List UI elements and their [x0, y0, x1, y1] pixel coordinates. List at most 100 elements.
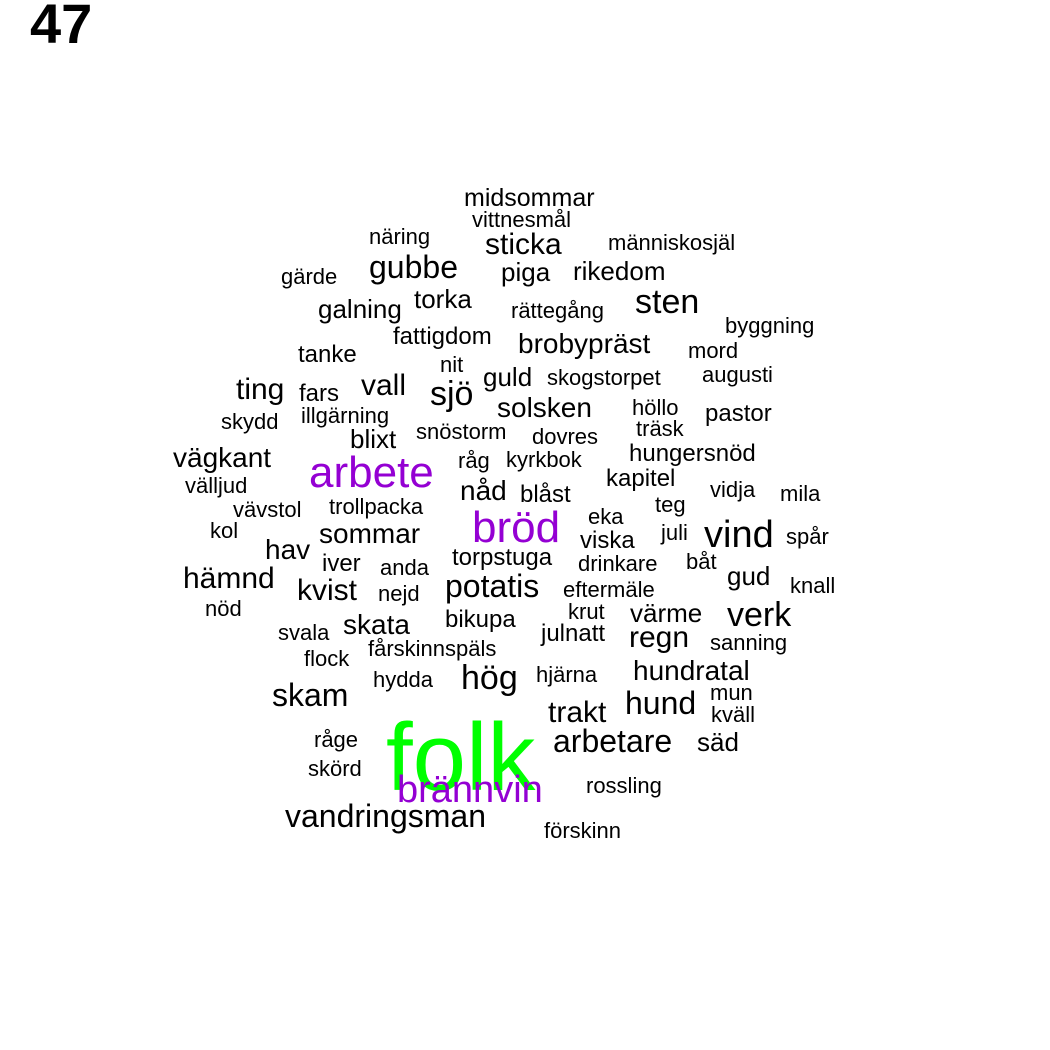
- cloud-word: kyrkbok: [506, 447, 583, 472]
- cloud-word: midsommar: [464, 184, 595, 212]
- cloud-word: gubbe: [369, 249, 458, 285]
- cloud-word: tanke: [298, 341, 357, 368]
- cloud-word: regn: [629, 621, 689, 654]
- cloud-word: nåd: [460, 475, 507, 506]
- cloud-word: mord: [688, 338, 738, 363]
- cloud-word: skydd: [221, 409, 278, 434]
- cloud-word: torpstuga: [452, 544, 553, 571]
- cloud-word: augusti: [702, 362, 773, 387]
- cloud-word: skam: [272, 677, 348, 713]
- cloud-word: kvist: [297, 574, 358, 607]
- cloud-word: rikedom: [573, 256, 665, 286]
- cloud-word: bröd: [472, 503, 560, 552]
- cloud-word: säd: [697, 727, 739, 757]
- cloud-word: råg: [458, 448, 490, 473]
- cloud-word: illgärning: [301, 403, 389, 428]
- cloud-word: vandringsman: [285, 798, 486, 834]
- cloud-word: kol: [210, 518, 238, 543]
- cloud-word: ting: [236, 373, 284, 406]
- cloud-word: välljud: [185, 473, 247, 498]
- cloud-word: båt: [686, 549, 717, 574]
- cloud-word: byggning: [725, 313, 814, 338]
- cloud-word: snöstorm: [416, 419, 506, 444]
- cloud-word: hjärna: [536, 662, 598, 687]
- cloud-word: vind: [704, 514, 774, 556]
- cloud-word: flock: [304, 646, 350, 671]
- cloud-word: skata: [343, 609, 410, 640]
- cloud-word: trollpacka: [329, 494, 424, 519]
- cloud-word: vidja: [710, 477, 756, 502]
- cloud-word: juli: [660, 520, 688, 545]
- cloud-word: krut: [568, 599, 605, 624]
- cloud-word: sommar: [319, 518, 420, 549]
- cloud-word: pastor: [705, 400, 772, 427]
- cloud-word: blåst: [520, 481, 571, 508]
- cloud-word: mun: [710, 680, 753, 705]
- cloud-word: hund: [625, 685, 696, 721]
- cloud-word: viska: [580, 527, 635, 554]
- cloud-word: verk: [727, 596, 792, 634]
- cloud-word: hydda: [373, 667, 434, 692]
- cloud-word: folk: [386, 704, 536, 811]
- cloud-word: fårskinnspäls: [368, 636, 496, 661]
- cloud-word: brännvin: [397, 769, 543, 811]
- cloud-word: hämnd: [183, 562, 275, 595]
- cloud-word: arbete: [309, 448, 434, 497]
- cloud-word: vall: [361, 369, 406, 402]
- cloud-word: hög: [461, 659, 518, 697]
- cloud-word: spår: [786, 524, 829, 549]
- cloud-word: nejd: [378, 581, 420, 606]
- cloud-word: bikupa: [445, 606, 516, 633]
- cloud-word: sanning: [710, 630, 787, 655]
- cloud-word: trakt: [548, 696, 607, 729]
- cloud-word: människosjäl: [608, 230, 735, 255]
- cloud-word: råge: [314, 727, 358, 752]
- cloud-word: vägkant: [173, 442, 271, 473]
- cloud-word: kapitel: [606, 465, 675, 492]
- cloud-word: eka: [588, 504, 624, 529]
- cloud-word: eftermäle: [563, 577, 655, 602]
- cloud-word: blixt: [350, 424, 397, 454]
- cloud-word: vittnesmål: [472, 207, 571, 232]
- cloud-word: skogstorpet: [547, 365, 661, 390]
- cloud-word: träsk: [636, 416, 685, 441]
- cloud-word: brobypräst: [518, 328, 651, 359]
- cloud-word: potatis: [445, 568, 539, 604]
- cloud-word: torka: [414, 284, 472, 314]
- cloud-word: hundratal: [633, 655, 750, 686]
- cloud-word: sjö: [430, 375, 473, 413]
- cloud-word: rättegång: [511, 298, 604, 323]
- cloud-word: gud: [727, 561, 770, 591]
- cloud-word: hav: [265, 534, 310, 565]
- cloud-word: fars: [299, 380, 339, 407]
- cloud-word: mila: [780, 481, 821, 506]
- cloud-word: svala: [278, 620, 330, 645]
- cloud-word: nit: [440, 352, 463, 377]
- cloud-word: nöd: [205, 596, 242, 621]
- cloud-word: rossling: [586, 773, 662, 798]
- cloud-word: värme: [630, 598, 702, 628]
- cloud-word: vävstol: [233, 497, 301, 522]
- cloud-word: gärde: [281, 264, 337, 289]
- cloud-word: teg: [655, 492, 686, 517]
- cloud-word: galning: [318, 294, 402, 324]
- cloud-word: förskinn: [544, 818, 621, 843]
- cloud-word: sten: [635, 283, 699, 321]
- cloud-word: anda: [380, 555, 430, 580]
- cloud-word: skörd: [308, 756, 362, 781]
- cloud-word: sticka: [485, 228, 562, 261]
- cloud-word: piga: [501, 257, 551, 287]
- cloud-word: knall: [790, 573, 835, 598]
- cloud-word: hungersnöd: [629, 440, 756, 467]
- cloud-word: drinkare: [578, 551, 657, 576]
- cloud-word: dovres: [532, 424, 598, 449]
- cloud-word: arbetare: [553, 723, 672, 759]
- cloud-word: näring: [369, 224, 430, 249]
- cloud-word: julnatt: [540, 620, 605, 647]
- cloud-word: kväll: [711, 702, 755, 727]
- cloud-word: höllo: [632, 395, 678, 420]
- cloud-word: iver: [322, 550, 361, 577]
- cloud-word: solsken: [497, 392, 592, 423]
- cloud-word: guld: [483, 362, 532, 392]
